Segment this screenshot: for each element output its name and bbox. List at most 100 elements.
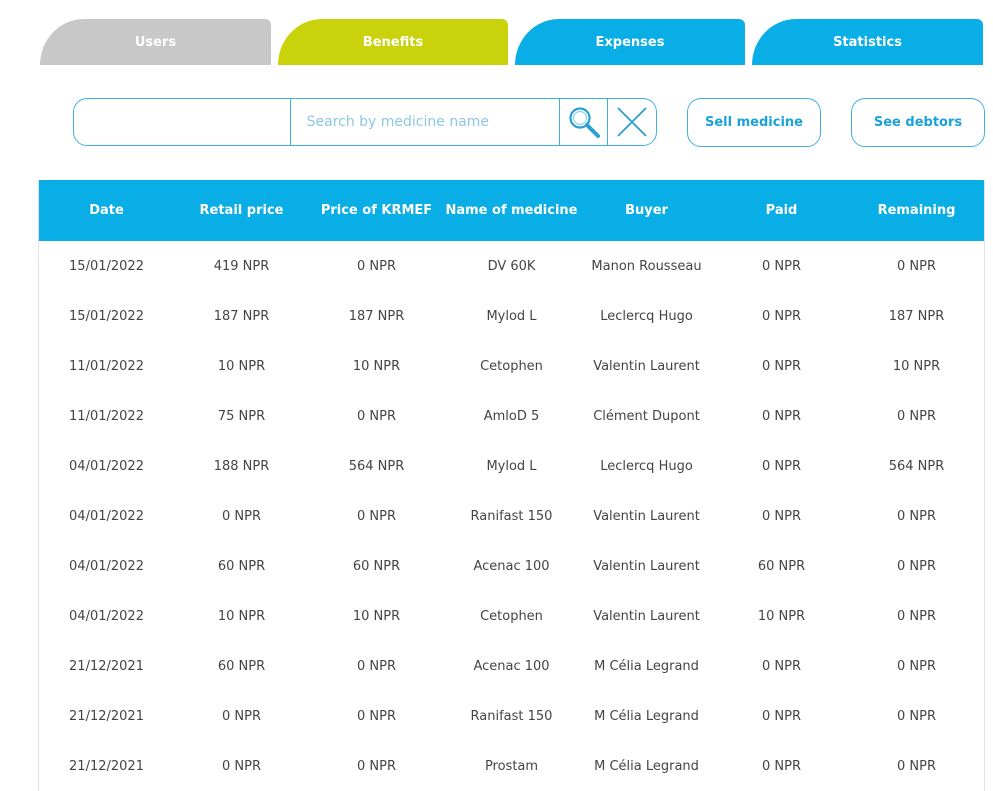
search-filter-field[interactable]	[74, 99, 291, 145]
medicine-name-cell: Mylod L	[486, 458, 537, 474]
remaining-cell: 187 NPR	[888, 308, 945, 324]
remaining-cell: 0 NPR	[897, 508, 936, 524]
medicine-name-cell: DV 60K	[487, 258, 536, 274]
krmef-price-cell: 10 NPR	[352, 358, 401, 374]
buyer-cell: M Célia Legrand	[594, 758, 699, 774]
date-cell: 11/01/2022	[69, 408, 144, 424]
medicine-name-cell: Prostam	[484, 758, 539, 774]
tab-users[interactable]: Users	[40, 19, 271, 65]
krmef-price-cell: 10 NPR	[352, 608, 401, 624]
krmef-price-cell: 0 NPR	[357, 658, 396, 674]
paid-cell: 0 NPR	[762, 358, 801, 374]
retail-price-cell: 60 NPR	[217, 558, 266, 574]
date-cell: 21/12/2021	[69, 708, 144, 724]
buyer-cell: Valentin Laurent	[593, 358, 700, 374]
tab-bar: Users Benefits Expenses Statistics	[0, 0, 993, 66]
column-header-date[interactable]: Date	[39, 180, 174, 241]
table-row[interactable]: 04/01/2022 60 NPR 60 NPR Acenac 100 Valentin…	[39, 541, 984, 591]
table-row[interactable]: 15/01/2022 419 NPR 0 NPR DV 60K Manon Rousse…	[39, 241, 984, 291]
close-icon	[617, 107, 647, 137]
search-input[interactable]	[290, 99, 561, 145]
medicine-name-cell: Acenac 100	[473, 558, 550, 574]
date-cell: 04/01/2022	[69, 608, 144, 624]
medicine-name-cell: Mylod L	[486, 308, 537, 324]
search-bar	[73, 98, 657, 146]
paid-cell: 0 NPR	[762, 458, 801, 474]
column-header-price-krmef[interactable]: Price of KRMEF	[309, 180, 444, 241]
paid-cell: 0 NPR	[762, 708, 801, 724]
remaining-cell: 0 NPR	[897, 408, 936, 424]
column-header-retail-price[interactable]: Retail price	[174, 180, 309, 241]
krmef-price-cell: 564 NPR	[348, 458, 405, 474]
column-header-buyer[interactable]: Buyer	[579, 180, 714, 241]
krmef-price-cell: 0 NPR	[357, 758, 396, 774]
buyer-cell: Valentin Laurent	[593, 608, 700, 624]
table-row[interactable]: 15/01/2022 187 NPR 187 NPR Mylod L Leclercq …	[39, 291, 984, 341]
date-cell: 21/12/2021	[69, 758, 144, 774]
buyer-cell: Valentin Laurent	[593, 558, 700, 574]
medicine-name-cell: AmloD 5	[483, 408, 540, 424]
buyer-cell: M Célia Legrand	[594, 708, 699, 724]
paid-cell: 0 NPR	[762, 408, 801, 424]
krmef-price-cell: 60 NPR	[352, 558, 401, 574]
table-row[interactable]: 04/01/2022 0 NPR 0 NPR Ranifast 150 Valentin…	[39, 491, 984, 541]
tab-expenses[interactable]: Expenses	[515, 19, 745, 65]
remaining-cell: 10 NPR	[892, 358, 941, 374]
medicine-name-cell: Cetophen	[480, 608, 543, 624]
buyer-cell: M Célia Legrand	[594, 658, 699, 674]
table-row[interactable]: 11/01/2022 10 NPR 10 NPR Cetophen Valentin L…	[39, 341, 984, 391]
date-cell: 15/01/2022	[69, 258, 144, 274]
retail-price-cell: 75 NPR	[217, 408, 266, 424]
retail-price-cell: 0 NPR	[222, 708, 261, 724]
tab-statistics[interactable]: Statistics	[752, 19, 983, 65]
retail-price-cell: 187 NPR	[213, 308, 270, 324]
table-row[interactable]: 21/12/2021 0 NPR 0 NPR Ranifast 150 M Célia …	[39, 691, 984, 741]
medicine-name-cell: Ranifast 150	[470, 508, 553, 524]
remaining-cell: 0 NPR	[897, 708, 936, 724]
date-cell: 15/01/2022	[69, 308, 144, 324]
date-cell: 11/01/2022	[69, 358, 144, 374]
retail-price-cell: 0 NPR	[222, 508, 261, 524]
retail-price-cell: 419 NPR	[213, 258, 270, 274]
column-header-paid[interactable]: Paid	[714, 180, 849, 241]
magnifier-icon	[569, 107, 600, 138]
medicine-name-cell: Ranifast 150	[470, 708, 553, 724]
buyer-cell: Leclercq Hugo	[600, 308, 693, 324]
column-header-remaining[interactable]: Remaining	[849, 180, 984, 241]
tab-benefits[interactable]: Benefits	[278, 19, 508, 65]
buyer-cell: Leclercq Hugo	[600, 458, 693, 474]
buyer-cell: Clément Dupont	[593, 408, 700, 424]
retail-price-cell: 10 NPR	[217, 608, 266, 624]
column-header-medicine-name[interactable]: Name of medicine	[444, 180, 579, 241]
see-debtors-button[interactable]: See debtors	[851, 98, 985, 147]
paid-cell: 0 NPR	[762, 508, 801, 524]
buyer-cell: Manon Rousseau	[591, 258, 702, 274]
clear-search-button[interactable]	[608, 99, 656, 145]
paid-cell: 60 NPR	[757, 558, 806, 574]
remaining-cell: 0 NPR	[897, 658, 936, 674]
medicine-name-cell: Cetophen	[480, 358, 543, 374]
paid-cell: 0 NPR	[762, 258, 801, 274]
remaining-cell: 0 NPR	[897, 558, 936, 574]
medicine-name-cell: Acenac 100	[473, 658, 550, 674]
buyer-cell: Valentin Laurent	[593, 508, 700, 524]
paid-cell: 10 NPR	[757, 608, 806, 624]
paid-cell: 0 NPR	[762, 758, 801, 774]
search-button[interactable]	[560, 99, 609, 145]
sales-table-container: Date Retail price Price of KRMEF Name of…	[38, 180, 985, 791]
sell-medicine-button[interactable]: Sell medicine	[687, 98, 821, 147]
paid-cell: 0 NPR	[762, 658, 801, 674]
krmef-price-cell: 0 NPR	[357, 258, 396, 274]
krmef-price-cell: 0 NPR	[357, 708, 396, 724]
table-row[interactable]: 21/12/2021 0 NPR 0 NPR Prostam M Célia Legra…	[39, 741, 984, 791]
date-cell: 21/12/2021	[69, 658, 144, 674]
retail-price-cell: 60 NPR	[217, 658, 266, 674]
remaining-cell: 0 NPR	[897, 758, 936, 774]
table-row[interactable]: 04/01/2022 188 NPR 564 NPR Mylod L Leclercq …	[39, 441, 984, 491]
table-row[interactable]: 11/01/2022 75 NPR 0 NPR AmloD 5 Clément Dupo…	[39, 391, 984, 441]
retail-price-cell: 0 NPR	[222, 758, 261, 774]
table-row[interactable]: 04/01/2022 10 NPR 10 NPR Cetophen Valentin L…	[39, 591, 984, 641]
date-cell: 04/01/2022	[69, 508, 144, 524]
table-body: 15/01/2022 419 NPR 0 NPR DV 60K Manon Rousse…	[39, 241, 984, 791]
table-row[interactable]: 21/12/2021 60 NPR 0 NPR Acenac 100 M Célia L…	[39, 641, 984, 691]
